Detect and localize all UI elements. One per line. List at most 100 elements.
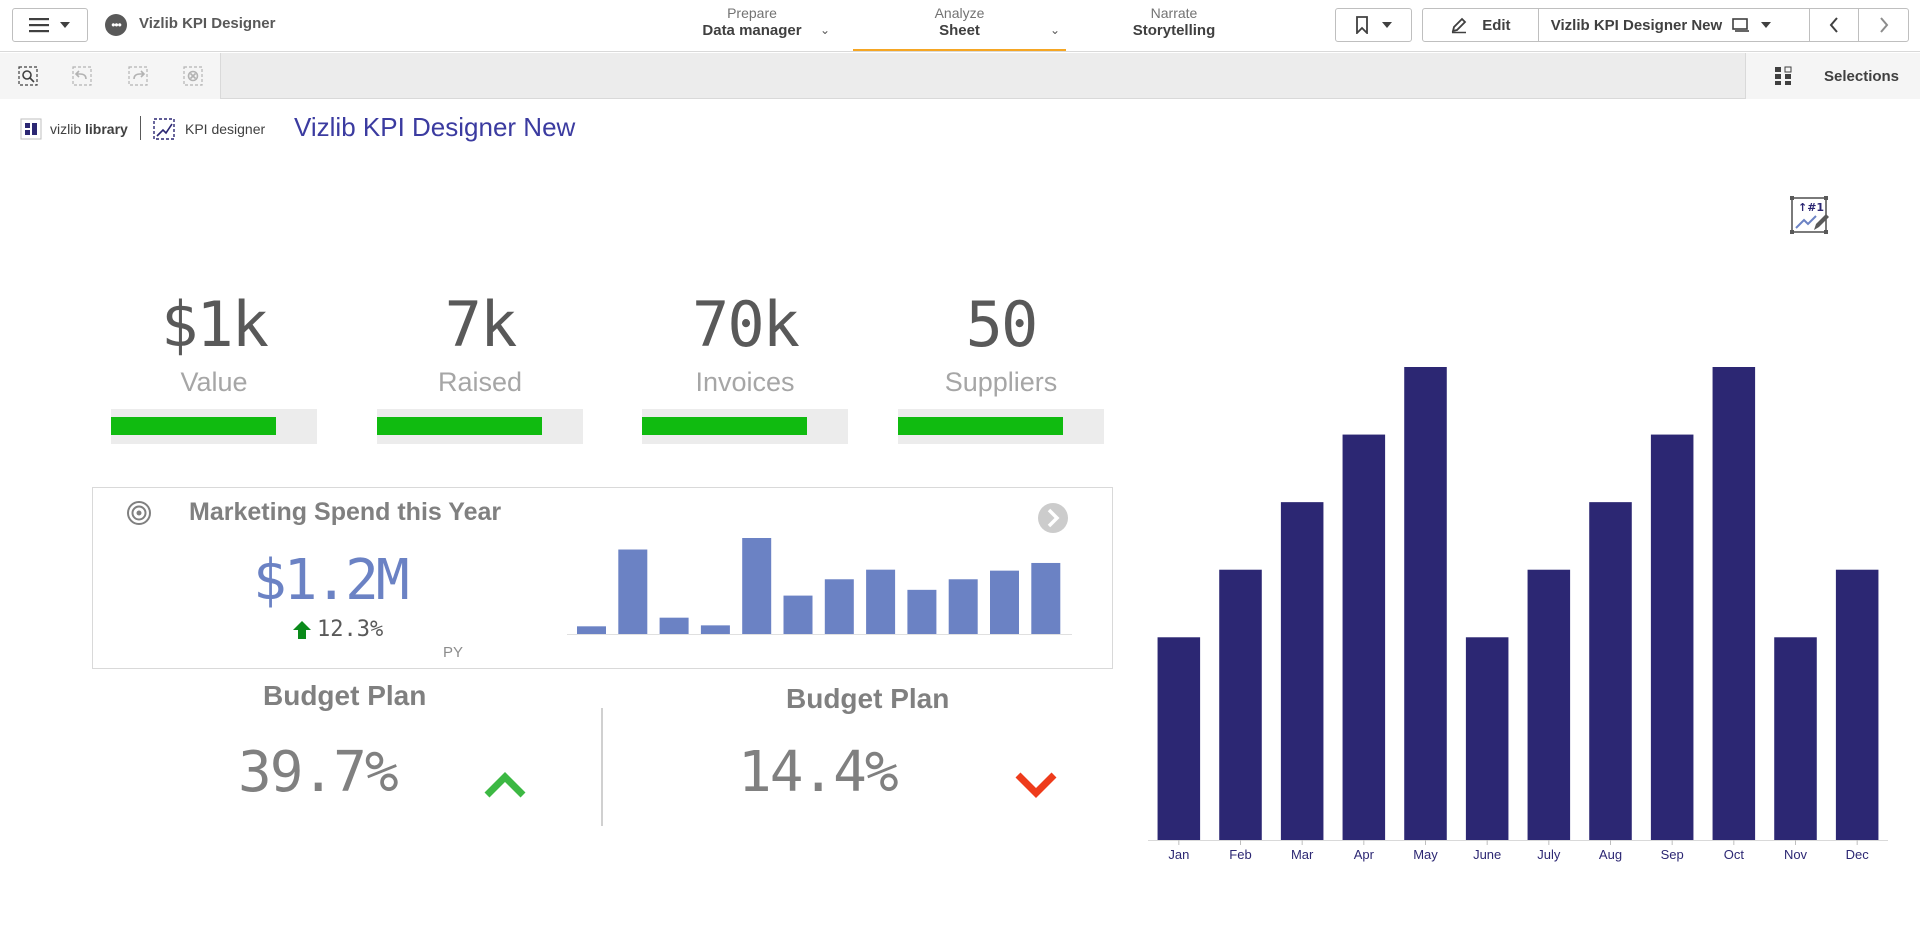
kpi-designer-icon: [153, 118, 175, 140]
selections-icon: [1775, 66, 1792, 85]
bar-may[interactable]: [1404, 367, 1447, 840]
app-icon: •••: [105, 14, 127, 36]
arrow-right-circle-icon[interactable]: [1037, 502, 1069, 534]
x-tick-label: Aug: [1599, 847, 1622, 862]
x-tick-label: Mar: [1291, 847, 1314, 862]
step-forward-button[interactable]: [110, 53, 166, 99]
edit-label: Edit: [1482, 16, 1511, 34]
kpi-progress-bar: [898, 409, 1104, 444]
bar-apr[interactable]: [1342, 434, 1386, 840]
kpi-progress-bar: [111, 409, 317, 444]
bar-jan[interactable]: [1157, 637, 1201, 840]
kpi-label: Suppliers: [944, 367, 1058, 397]
kpi-progress-bar: [377, 409, 583, 444]
kpi-progress-bar: [642, 409, 848, 444]
tab-analyze-sub: Analyze: [934, 5, 985, 21]
svg-text:↑#1: ↑#1: [1798, 201, 1824, 214]
logo-kpi-label: KPI designer: [185, 121, 266, 137]
logo-vizlib-suffix: library: [85, 121, 128, 137]
x-tick-label: Nov: [1784, 847, 1808, 862]
sparkline-bar: [659, 617, 689, 634]
clear-selection-icon: [183, 66, 203, 86]
chevron-down-icon[interactable]: ⌄: [819, 23, 830, 37]
redo-selection-icon: [128, 66, 148, 86]
sparkline-bar: [824, 579, 854, 634]
budget-value: 39.7%: [238, 740, 399, 805]
x-tick-label: June: [1473, 847, 1501, 862]
sheet-name: Vizlib KPI Designer New: [1550, 16, 1723, 34]
kpi-progress-fill: [377, 417, 542, 435]
search-selection-icon: [18, 66, 38, 86]
marketing-spend-card: Marketing Spend this Year $1.2M 12.3% PY: [92, 487, 1113, 669]
selections-button[interactable]: Selections: [1745, 53, 1920, 99]
arrow-up-icon: [293, 620, 311, 639]
tab-prepare[interactable]: Prepare Data manager ⌄: [668, 5, 836, 51]
tab-narrate[interactable]: Narrate Storytelling: [1100, 5, 1248, 51]
chevron-right-icon: [1879, 17, 1888, 33]
marketing-title: Marketing Spend this Year: [189, 498, 502, 526]
kpi-label: Value: [180, 367, 248, 397]
previous-sheet-button[interactable]: [1810, 9, 1860, 41]
kpi-number: 7k: [444, 288, 518, 361]
bar-mar[interactable]: [1280, 502, 1324, 840]
sheet-selector[interactable]: Vizlib KPI Designer New: [1539, 9, 1811, 41]
kpi-number: 50: [965, 288, 1039, 361]
tab-analyze-main: Sheet: [939, 22, 980, 39]
kpi-progress-fill: [642, 417, 807, 435]
bar-dec[interactable]: [1835, 569, 1879, 840]
kpi-designer-logo: KPI designer: [153, 118, 265, 140]
sheet-icon: [1732, 18, 1750, 32]
selections-label: Selections: [1824, 67, 1900, 85]
clear-selections-button[interactable]: [165, 53, 221, 99]
bookmarks-button[interactable]: [1335, 8, 1412, 42]
selection-toolbar: Selections: [0, 53, 1920, 99]
bar-nov[interactable]: [1774, 637, 1817, 840]
bar-feb[interactable]: [1219, 569, 1262, 840]
sparkline-bar: [1031, 562, 1061, 634]
kpi-progress-fill: [111, 417, 276, 435]
pencil-icon: [1451, 17, 1467, 34]
sparkline-bar: [618, 549, 648, 634]
logo-divider: [140, 116, 141, 140]
caret-down-icon: [60, 22, 70, 28]
edit-button[interactable]: Edit: [1423, 9, 1539, 41]
marketing-value: $1.2M: [253, 548, 410, 613]
trend-up-icon: [484, 772, 526, 798]
sparkline-bar: [783, 595, 813, 634]
sparkline-bar: [907, 589, 937, 634]
bar-oct[interactable]: [1712, 367, 1756, 840]
bar-sep[interactable]: [1650, 434, 1694, 840]
bar-aug[interactable]: [1589, 502, 1632, 840]
vizlib-library-logo: vizlib library: [20, 118, 128, 140]
kpi-progress-fill: [898, 417, 1063, 435]
tab-analyze[interactable]: Analyze Sheet ⌄: [853, 5, 1066, 51]
budget-title: Budget Plan: [786, 683, 950, 714]
kpi-number: 70k: [692, 288, 800, 361]
next-sheet-button[interactable]: [1859, 9, 1908, 41]
main-menu-button[interactable]: [12, 8, 88, 42]
trend-down-icon: [1015, 772, 1057, 798]
x-tick-label: July: [1537, 847, 1561, 862]
x-tick-label: Apr: [1354, 847, 1375, 862]
marketing-delta: 12.3%: [291, 617, 383, 642]
chevron-down-icon[interactable]: ⌄: [1049, 23, 1060, 37]
smart-search-button[interactable]: [0, 53, 56, 99]
undo-selection-icon: [72, 66, 92, 86]
bar-july[interactable]: [1527, 569, 1571, 840]
tab-prepare-sub: Prepare: [727, 5, 777, 21]
bar-june[interactable]: [1465, 637, 1509, 840]
x-tick-label: Feb: [1229, 847, 1251, 862]
kpi-raised: 7k Raised: [377, 285, 583, 444]
caret-down-icon: [1381, 22, 1392, 28]
step-back-button[interactable]: [54, 53, 110, 99]
sparkline-bar: [948, 579, 978, 634]
kpi-designer-edit-icon[interactable]: ↑#1: [1790, 196, 1830, 236]
selection-tools: [0, 53, 221, 99]
py-label: PY: [443, 644, 464, 661]
tab-narrate-sub: Narrate: [1150, 5, 1198, 21]
kpi-invoices: 70k Invoices: [642, 285, 848, 444]
x-tick-label: Sep: [1661, 847, 1684, 862]
tab-prepare-main: Data manager: [702, 22, 802, 39]
sparkline-bar: [700, 625, 730, 634]
sparkline-bar: [990, 570, 1019, 634]
